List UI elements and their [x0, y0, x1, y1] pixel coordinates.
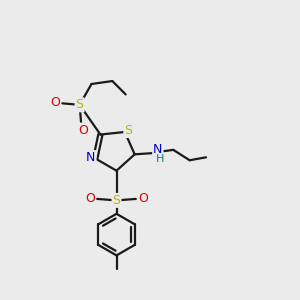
Text: H: H: [156, 154, 165, 164]
Text: S: S: [76, 98, 84, 111]
Text: O: O: [50, 96, 60, 109]
Text: N: N: [86, 151, 96, 164]
Text: N: N: [153, 143, 163, 156]
Text: S: S: [112, 194, 121, 207]
Text: O: O: [138, 192, 148, 205]
Text: S: S: [124, 124, 132, 137]
Text: O: O: [79, 124, 88, 136]
Text: O: O: [85, 192, 95, 205]
